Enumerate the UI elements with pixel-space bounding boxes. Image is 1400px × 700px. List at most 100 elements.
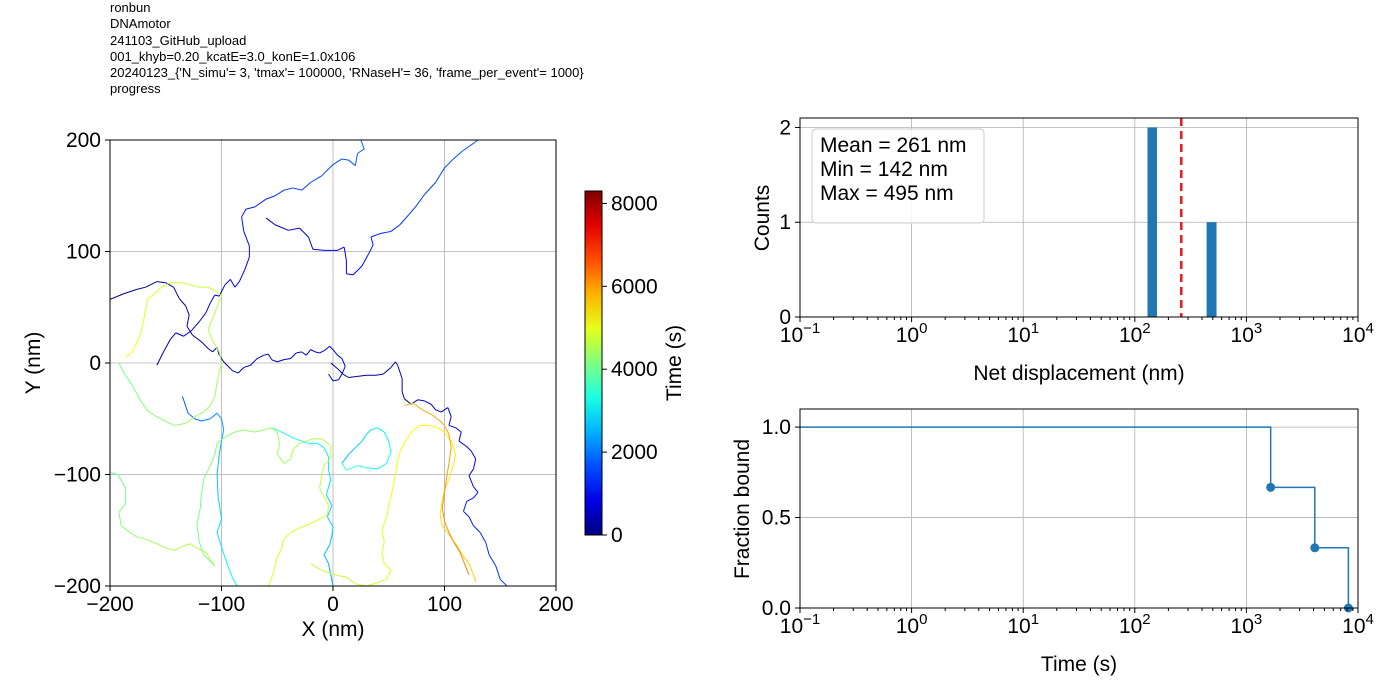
trajectory-segment xyxy=(403,431,412,444)
trajectory-segment xyxy=(441,525,450,536)
trajectory-segment xyxy=(326,505,330,515)
trajectory-segment xyxy=(444,521,450,533)
trajectory-segment xyxy=(212,340,220,353)
trajectory-segment xyxy=(276,432,280,444)
colorbar: 0 2000 4000 6000 8000 Time (s) xyxy=(584,190,686,547)
trajectory-segment xyxy=(290,527,300,533)
trajectory-segment xyxy=(187,412,196,420)
trajectory-segment xyxy=(214,443,218,455)
trajectory-segment xyxy=(357,374,367,377)
trajectory-segment xyxy=(216,474,219,497)
trajectory-segment xyxy=(196,524,200,542)
trajectory-segment xyxy=(216,371,220,384)
y-tick-label: 0 xyxy=(779,306,791,329)
survival-ticks: 10−1 100 101 102 103 104 0.0 0.5 1.0 xyxy=(762,416,1374,638)
x-tick-label: 10−1 xyxy=(780,320,820,347)
trajectory-segment xyxy=(381,541,385,553)
trajectory-segment xyxy=(448,532,454,542)
trajectory-segment xyxy=(274,224,289,231)
trajectory-segment xyxy=(237,367,245,374)
trajectory-segment xyxy=(435,409,442,413)
trajectory-segment xyxy=(424,400,432,405)
trajectory-segment xyxy=(276,547,283,558)
trajectory-segment xyxy=(292,187,302,191)
trajectory-segment xyxy=(250,358,258,366)
colorbar-tick-label: 2000 xyxy=(611,441,658,464)
y-tick-label: 100 xyxy=(66,241,101,264)
trajectory-segment xyxy=(276,443,280,455)
survival-marker xyxy=(1266,482,1276,492)
trajectory-segment xyxy=(223,361,228,366)
trajectory-segment xyxy=(473,458,477,470)
trajectory-segment xyxy=(326,505,333,518)
trajectory-segment xyxy=(366,429,372,435)
trajectory-segment xyxy=(145,281,158,288)
trajectory-segment xyxy=(328,373,334,382)
trajectory-segment xyxy=(319,514,328,520)
trajectory-segment xyxy=(329,535,333,545)
trajectory-segment xyxy=(299,523,311,529)
survival-grid xyxy=(799,409,1359,609)
trajectory-segment xyxy=(383,563,392,571)
trajectory-segment xyxy=(357,148,365,154)
trajectory-segment xyxy=(323,457,332,466)
trajectory-segment xyxy=(205,552,211,560)
trajectory-segment xyxy=(352,265,363,276)
histogram-frame xyxy=(799,117,1359,318)
trajectory-segment xyxy=(461,554,470,565)
trajectory-segment xyxy=(196,547,207,553)
trajectory-segment xyxy=(323,447,329,457)
trajectory-segment xyxy=(361,434,367,442)
trajectory-segment xyxy=(212,347,218,353)
trajectory-segment xyxy=(447,407,452,417)
trajectory-segment xyxy=(224,279,231,286)
trajectory-xlabel: X (nm) xyxy=(302,618,365,641)
trajectory-segment xyxy=(319,487,325,498)
trajectory-segment xyxy=(470,450,477,460)
trajectory-segment xyxy=(296,351,302,354)
trajectory-segment xyxy=(245,206,256,210)
trajectory-segment xyxy=(154,286,162,295)
trajectory-segment xyxy=(401,391,405,399)
trajectory-segment xyxy=(441,507,445,522)
trajectory-segment xyxy=(118,362,124,373)
trajectory-segment xyxy=(283,187,293,191)
trajectory-segment xyxy=(377,578,387,584)
header-line-6: progress xyxy=(110,81,161,97)
trajectory-segment xyxy=(335,574,347,578)
trajectory-segment xyxy=(399,443,405,453)
trajectory-segment xyxy=(125,351,133,358)
trajectory-segment xyxy=(332,158,343,165)
trajectory-segment xyxy=(165,547,175,551)
x-tick-label: 104 xyxy=(1342,611,1374,638)
trajectory-segment xyxy=(332,379,339,382)
trajectory-segment xyxy=(321,164,334,177)
trajectory-segment xyxy=(388,496,392,506)
y-tick-label: −100 xyxy=(54,464,101,487)
trajectory-segment xyxy=(439,501,443,515)
trajectory-segment xyxy=(390,485,394,497)
trajectory-grid xyxy=(109,139,557,587)
trajectory-segment xyxy=(382,367,392,375)
trajectory-segment xyxy=(238,269,246,282)
trajectory-segment xyxy=(241,208,247,218)
header-line-1: ronbun xyxy=(110,0,151,15)
colorbar-ticks: 0 2000 4000 6000 8000 xyxy=(602,192,658,547)
stats-mean: Mean = 261 nm xyxy=(820,134,967,157)
trajectory-segment xyxy=(341,454,350,464)
trajectory-segment xyxy=(294,438,302,442)
y-tick-label: 1 xyxy=(779,211,791,234)
trajectory-segment xyxy=(448,434,452,448)
trajectory-segment xyxy=(156,543,166,549)
trajectory-segment xyxy=(272,565,276,575)
trajectory-segment xyxy=(448,447,452,464)
colorbar-tick-label: 6000 xyxy=(611,275,658,298)
y-tick-label: 200 xyxy=(66,129,101,152)
trajectory-segment xyxy=(473,486,479,493)
trajectory-segment xyxy=(332,349,338,356)
trajectory-segment xyxy=(190,284,200,288)
trajectory-segment xyxy=(404,402,414,406)
y-tick-label: 1.0 xyxy=(762,416,791,439)
trajectory-segment xyxy=(370,236,374,245)
trajectory-segment xyxy=(216,295,222,308)
